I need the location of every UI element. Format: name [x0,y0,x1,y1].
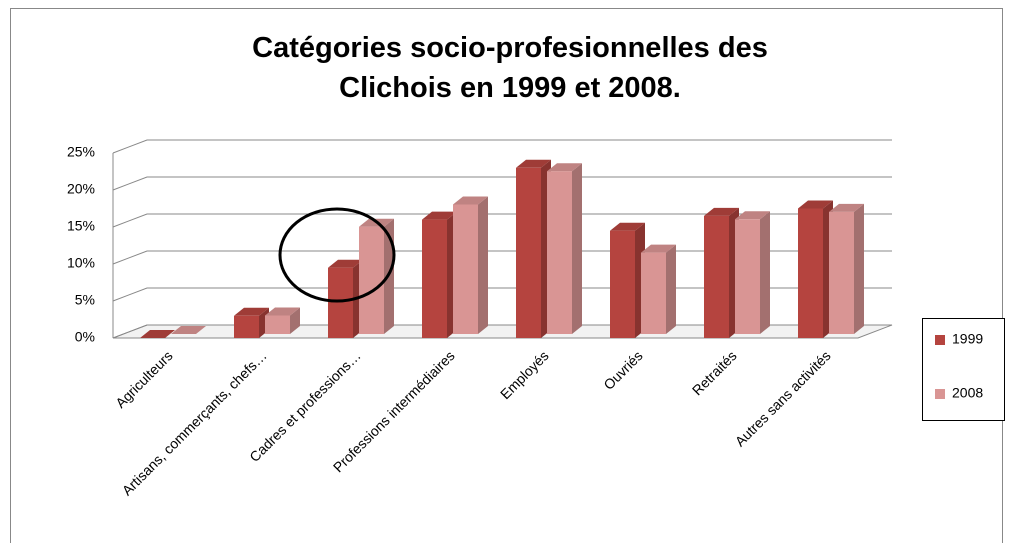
bar-top [234,307,269,316]
bar-top [641,244,676,253]
bar-top [704,207,739,216]
legend-label: 2008 [952,385,983,401]
y-tick-label: 0% [75,329,95,345]
bar-side [666,244,676,334]
bar-side [478,196,488,334]
bar-top [171,326,206,334]
y-tick-label: 10% [67,255,95,271]
legend-swatch [935,389,945,399]
bar [829,211,854,334]
bar-top [829,203,864,212]
floor [112,324,893,339]
grid-line [112,139,892,154]
bar-side [854,203,864,334]
bar-top [547,163,582,172]
x-tick-label: Autres sans activités [732,347,834,449]
bar [516,167,541,338]
bar [234,315,259,338]
y-tick-label: 25% [67,144,95,160]
bar [359,226,384,334]
x-tick-label: Retraités [689,347,740,398]
plot [112,139,893,339]
legend-swatch [935,335,945,345]
bar-top [735,211,770,220]
bar-side [760,211,770,334]
y-tick-label: 20% [67,181,95,197]
bar-side [572,163,582,334]
bar-top [610,222,645,231]
bar [704,215,729,338]
bar-top [516,159,551,168]
bar-top [328,259,363,268]
bar [547,171,572,334]
chart-border [10,8,1003,543]
bar-top [453,196,488,205]
x-tick-label: Ouvriés [600,347,645,392]
bar [422,219,447,338]
y-tick-label: 15% [67,218,95,234]
bar [798,208,823,338]
bar-top [798,200,833,209]
grid-line [112,287,892,302]
bar [265,315,290,334]
grid-line [112,213,892,228]
bar-top [265,307,300,316]
grid-line [112,176,892,191]
bar-side [290,307,300,334]
bar [610,230,635,338]
legend-label: 1999 [952,331,983,347]
bar [453,204,478,334]
chart-title: Catégories socio-profesionnelles des Cli… [252,32,768,104]
bar [641,252,666,334]
x-tick-label: Employés [497,347,552,402]
bar-top [140,330,175,338]
x-tick-label: Agriculteurs [112,347,176,411]
bar [735,219,760,334]
grid-line [112,250,892,265]
y-tick-label: 5% [75,292,95,308]
bar-top [422,211,457,220]
annotation-circle [278,207,396,303]
bar [328,267,353,338]
